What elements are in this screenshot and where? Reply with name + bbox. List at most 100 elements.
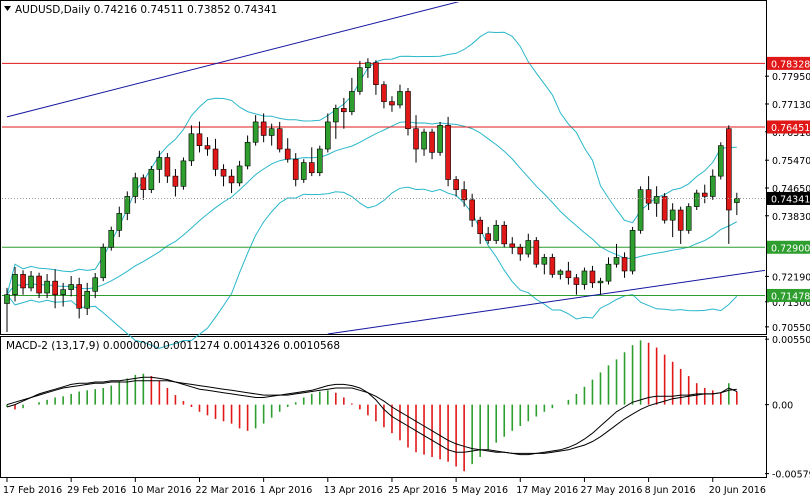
candle — [637, 186, 644, 234]
candle — [196, 121, 203, 153]
candle — [276, 121, 283, 153]
date-label: 25 Apr 2016 — [388, 485, 447, 496]
level-tag-bg — [767, 120, 810, 134]
price-tick-label: 0.77130 — [772, 100, 810, 111]
candle — [172, 169, 179, 197]
middle-band-line — [6, 121, 738, 296]
candle-body — [260, 121, 267, 136]
candle — [709, 169, 716, 200]
candle — [629, 226, 636, 275]
candle — [373, 60, 379, 95]
candle — [180, 157, 187, 190]
trend-line — [6, 2, 460, 118]
candle — [461, 181, 467, 207]
candle — [324, 113, 331, 153]
candle-body — [405, 91, 411, 130]
candle — [92, 273, 99, 299]
candle — [677, 206, 684, 244]
candle-body — [589, 270, 596, 284]
candle-body — [156, 157, 163, 170]
candle-body — [373, 62, 379, 85]
candle — [212, 138, 219, 177]
price-tick-label: 0.71300 — [772, 298, 810, 309]
candle — [621, 252, 628, 278]
candle-body — [677, 209, 684, 231]
candle-body — [437, 125, 443, 153]
candle-body — [509, 243, 516, 248]
level-tag: 0.76451 — [771, 123, 810, 134]
candle — [333, 104, 339, 139]
date-label: 20 Jun 2016 — [709, 485, 766, 496]
candle — [365, 58, 371, 78]
candle-body — [116, 213, 123, 231]
candle — [573, 274, 580, 295]
candle-body — [196, 133, 203, 146]
candle — [445, 116, 451, 187]
last-price-tag: 0.74341 — [771, 194, 810, 205]
date-label: 17 May 2016 — [516, 485, 578, 496]
level-tag: 0.71478 — [771, 291, 810, 302]
candle — [533, 237, 540, 268]
candle — [501, 221, 508, 248]
candle — [469, 193, 475, 227]
candle — [116, 206, 123, 238]
date-label: 8 Jun 2016 — [645, 485, 696, 496]
candle — [565, 261, 572, 285]
candle — [557, 269, 564, 280]
candle-body — [92, 277, 99, 292]
candle-body — [445, 125, 451, 180]
candle-body — [469, 199, 475, 221]
candle-body — [501, 224, 508, 245]
candle-body — [734, 198, 740, 203]
signal-line — [6, 380, 737, 454]
date-label: 29 Feb 2016 — [67, 485, 126, 496]
candle — [437, 121, 443, 156]
candle-body — [20, 274, 26, 289]
price-panel-frame — [0, 0, 767, 335]
candle-body — [485, 233, 492, 241]
candle — [300, 159, 307, 183]
candle — [236, 160, 243, 187]
lower-band-line — [6, 186, 738, 349]
candle — [669, 203, 676, 238]
candle-body — [725, 128, 732, 211]
candle — [357, 60, 363, 95]
candle-body — [316, 148, 323, 174]
candle-body — [180, 160, 187, 187]
candle-body — [709, 175, 716, 197]
dropdown-arrow-icon[interactable] — [4, 6, 11, 11]
candle — [453, 176, 459, 197]
candle — [413, 115, 419, 163]
trend-line — [327, 269, 765, 334]
candle — [509, 237, 516, 255]
macd-info: MACD-2 (13,17,9) 0.0000000 0.0011274 0.0… — [6, 340, 340, 352]
candle-body — [333, 108, 339, 123]
candle-body — [52, 280, 58, 296]
candle-body — [637, 189, 644, 231]
candle — [316, 145, 323, 177]
candle-body — [557, 270, 564, 275]
candle-body — [276, 128, 283, 150]
level-tag-bg — [767, 240, 810, 254]
candle-body — [429, 131, 435, 153]
candle — [693, 189, 700, 211]
candle — [701, 184, 708, 204]
price-plot — [2, 2, 765, 349]
date-label: 22 Mar 2016 — [195, 485, 255, 496]
candle-body — [204, 145, 211, 150]
candle-body — [397, 91, 403, 106]
candle-body — [341, 108, 347, 113]
price-tick-label: 0.74650 — [772, 184, 810, 195]
candle — [148, 165, 155, 194]
candle — [20, 270, 26, 295]
candle-body — [717, 145, 724, 177]
candle — [493, 220, 500, 244]
candle-body — [565, 270, 572, 279]
candle — [581, 267, 588, 290]
candle — [341, 97, 347, 129]
candle — [308, 147, 315, 177]
candle — [589, 265, 596, 288]
candle-body — [172, 175, 179, 187]
candle — [68, 276, 74, 297]
candle-body — [461, 189, 467, 201]
